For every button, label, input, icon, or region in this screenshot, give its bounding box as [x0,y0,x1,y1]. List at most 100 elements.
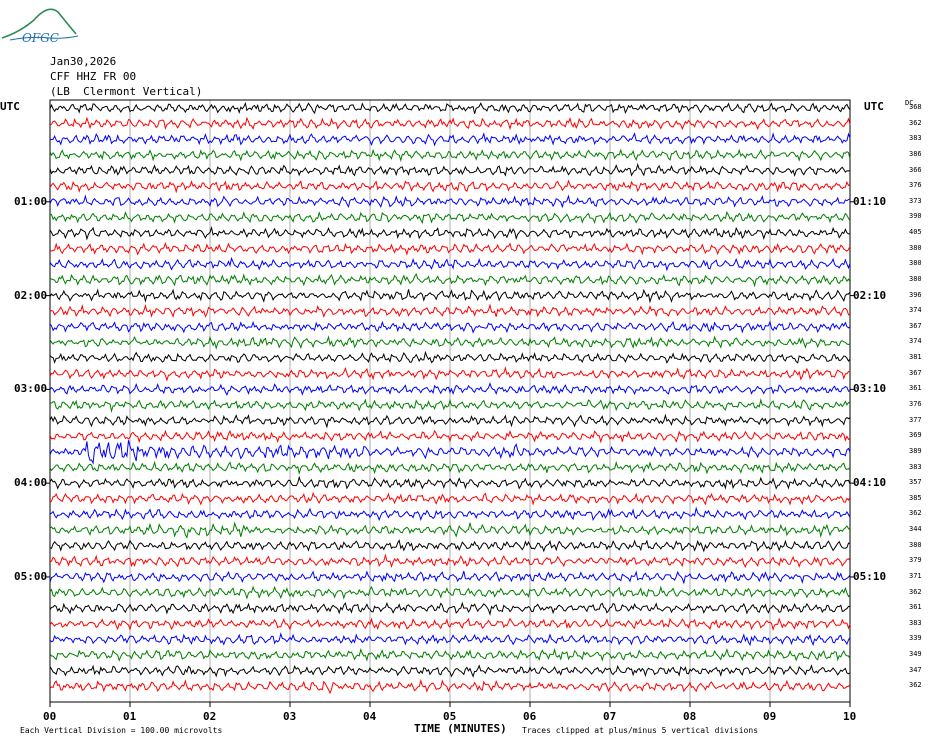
x-tick-label: 10 [843,710,857,723]
dc-value: 386 [909,149,922,158]
dc-value: 362 [909,118,922,127]
footer-scale-note: Each Vertical Division = 100.00 microvol… [20,726,223,735]
time-label-right: 02:10 [853,288,887,302]
x-tick-label: 05 [443,710,457,723]
dc-value: 367 [909,321,922,330]
time-label-right: 01:10 [853,194,887,208]
dc-header: DC [905,99,914,107]
seismic-trace [49,272,851,288]
dc-value: 380 [909,259,922,268]
ofgc-logo-icon: OFGC [1,8,79,45]
header-date: Jan30,2026 [50,55,117,68]
dc-value: 371 [909,571,922,580]
seismic-trace [49,413,851,429]
dc-value: 357 [909,478,922,487]
dc-value: 374 [909,306,922,315]
x-tick-label: 09 [763,710,777,723]
dc-value: 362 [909,681,922,690]
x-tick-label: 02 [203,710,217,723]
dc-value: 367 [909,368,922,377]
dc-value: 380 [909,274,922,283]
header-location: (LB Clermont Vertical) [50,85,203,98]
dc-value: 390 [909,212,922,221]
header-station: CFF HHZ FR 00 [50,70,137,83]
seismic-trace [49,256,851,272]
dc-value: 380 [909,243,922,252]
x-tick-label: 06 [523,710,537,723]
time-label-left: 02:00 [14,288,48,302]
dc-value: 396 [909,290,922,299]
dc-value: 347 [909,665,922,674]
dc-value: 376 [909,400,922,408]
seismic-trace [49,365,851,382]
dc-value: 361 [909,603,922,612]
seismic-trace [49,381,851,397]
seismic-trace [49,491,851,506]
logo-text: OFGC [22,31,59,45]
seismic-trace [49,601,851,616]
seismic-trace [49,116,851,131]
time-label-right: 04:10 [853,476,887,490]
seismic-trace [49,617,851,632]
seismic-trace [49,506,851,522]
dc-value: 362 [909,509,922,518]
dc-value: 381 [909,353,922,362]
seismic-trace [49,148,851,163]
seismic-trace [49,460,851,475]
dc-value: 376 [909,181,922,190]
dc-value: 349 [909,650,922,659]
seismic-trace [49,303,851,318]
seismic-trace [49,350,851,364]
dc-value: 339 [909,634,922,643]
dc-value: 380 [909,540,922,549]
seismic-trace [49,101,851,115]
dc-value: 374 [909,337,922,346]
seismic-trace [49,440,851,465]
dc-value: 366 [909,165,922,174]
seismic-trace [49,570,851,585]
seismic-trace [49,335,851,350]
x-tick-label: 03 [283,710,297,723]
seismic-trace [49,132,851,147]
seismic-trace [49,585,851,600]
seismic-trace [49,288,851,304]
dc-value: 377 [909,415,922,424]
dc-value: 344 [909,525,922,534]
dc-value: 385 [909,493,922,502]
x-tick-label: 00 [43,710,57,723]
dc-value: 383 [909,618,922,627]
x-tick-label: 08 [683,710,697,723]
seismic-trace [49,194,851,209]
seismic-trace [49,225,850,241]
time-label-right: 03:10 [853,382,887,396]
seismic-trace [49,398,851,413]
seismic-trace [49,664,851,678]
dc-value: 361 [909,384,922,393]
seismic-trace [49,179,851,194]
dc-value: 383 [909,134,922,143]
x-axis-label: TIME (MINUTES) [414,722,507,735]
time-label-left: 05:00 [14,569,48,583]
utc-label-right: UTC [864,100,884,113]
seismic-trace [49,320,851,334]
seismic-trace [49,632,851,647]
seismic-trace [49,647,851,662]
x-tick-label: 01 [123,710,137,723]
footer-clip-note: Traces clipped at plus/minus 5 vertical … [522,726,759,735]
seismic-trace [49,678,851,695]
time-label-left: 01:00 [14,194,48,208]
x-tick-label: 04 [363,710,377,723]
seismic-trace [49,553,851,569]
dc-value: 383 [909,462,922,471]
dc-value: 368 [909,103,922,111]
seismic-trace [49,210,851,225]
seismic-trace [49,475,851,490]
dc-value: 379 [909,556,922,565]
seismic-trace [49,539,851,553]
dc-value: 362 [909,587,922,596]
time-label-right: 05:10 [853,569,887,583]
time-label-left: 04:00 [14,476,48,490]
seismic-trace [49,162,851,178]
dc-value: 369 [909,431,922,440]
